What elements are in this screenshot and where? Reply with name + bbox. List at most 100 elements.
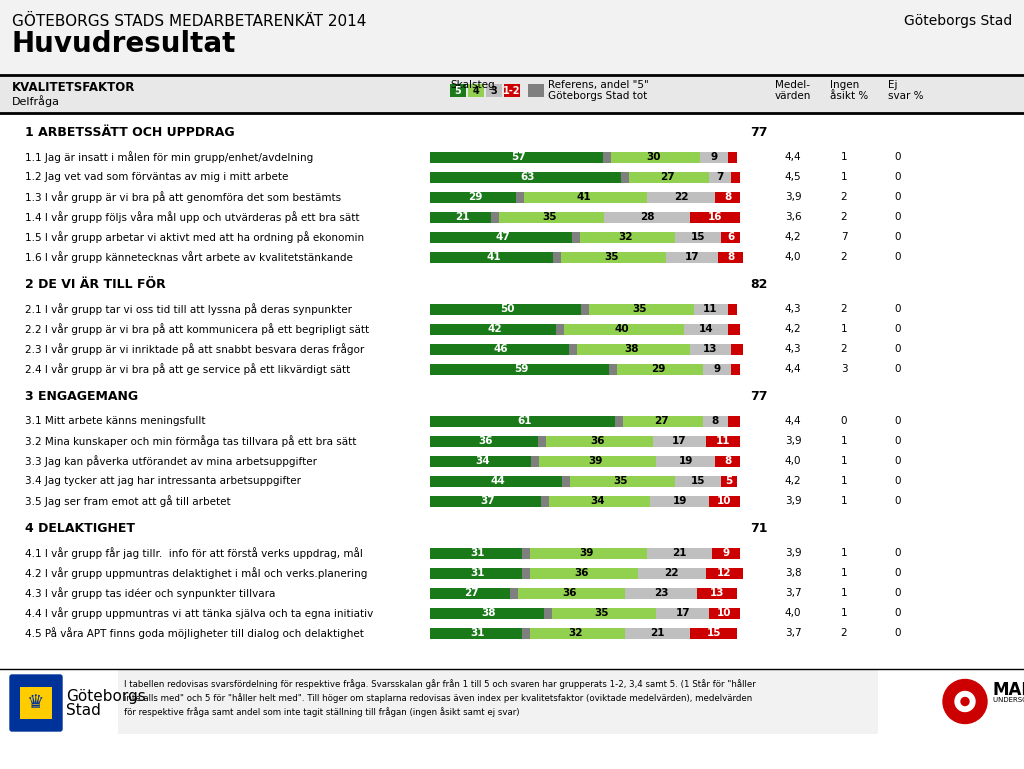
Text: 1: 1 bbox=[841, 496, 847, 506]
FancyBboxPatch shape bbox=[516, 191, 524, 202]
Text: 1: 1 bbox=[841, 324, 847, 334]
FancyBboxPatch shape bbox=[430, 608, 548, 618]
Text: 0: 0 bbox=[895, 476, 901, 486]
Text: 0: 0 bbox=[895, 364, 901, 374]
Text: Göteborgs Stad: Göteborgs Stad bbox=[904, 14, 1012, 28]
Text: 0: 0 bbox=[895, 252, 901, 262]
FancyBboxPatch shape bbox=[504, 84, 520, 97]
Text: 63: 63 bbox=[520, 172, 535, 182]
Text: KVALITETSFAKTOR: KVALITETSFAKTOR bbox=[12, 81, 135, 94]
Text: 4,0: 4,0 bbox=[784, 252, 801, 262]
Text: ♛: ♛ bbox=[28, 694, 45, 713]
Text: Stad: Stad bbox=[66, 703, 101, 718]
Text: 30: 30 bbox=[646, 152, 660, 162]
FancyBboxPatch shape bbox=[702, 364, 731, 375]
Text: 3 ENGAGEMANG: 3 ENGAGEMANG bbox=[25, 390, 138, 402]
FancyBboxPatch shape bbox=[430, 324, 560, 335]
Text: 36: 36 bbox=[562, 588, 577, 598]
FancyBboxPatch shape bbox=[731, 171, 740, 182]
Text: 71: 71 bbox=[750, 521, 768, 534]
Text: 2: 2 bbox=[841, 252, 847, 262]
FancyBboxPatch shape bbox=[702, 415, 728, 427]
Text: 1: 1 bbox=[841, 456, 847, 466]
FancyBboxPatch shape bbox=[430, 231, 575, 242]
FancyBboxPatch shape bbox=[430, 455, 536, 467]
FancyBboxPatch shape bbox=[560, 324, 684, 335]
Text: 50: 50 bbox=[501, 304, 515, 314]
Text: 2: 2 bbox=[841, 192, 847, 202]
Text: 0: 0 bbox=[895, 152, 901, 162]
Text: 0: 0 bbox=[895, 456, 901, 466]
Text: 10: 10 bbox=[717, 496, 732, 506]
FancyBboxPatch shape bbox=[430, 191, 520, 202]
FancyBboxPatch shape bbox=[647, 191, 715, 202]
Text: 4,3: 4,3 bbox=[784, 304, 802, 314]
Text: 1: 1 bbox=[841, 152, 847, 162]
Text: 4.3 I vår grupp tas idéer och synpunkter tillvara: 4.3 I vår grupp tas idéer och synpunkter… bbox=[25, 587, 275, 599]
Text: 4.2 I vår grupp uppmuntras delaktighet i mål och verks.planering: 4.2 I vår grupp uppmuntras delaktighet i… bbox=[25, 567, 368, 579]
Text: Referens, andel "5": Referens, andel "5" bbox=[548, 80, 649, 90]
Text: 32: 32 bbox=[568, 628, 583, 638]
Text: 17: 17 bbox=[676, 608, 690, 618]
FancyBboxPatch shape bbox=[709, 495, 740, 507]
FancyBboxPatch shape bbox=[615, 415, 623, 427]
FancyBboxPatch shape bbox=[20, 687, 52, 719]
FancyBboxPatch shape bbox=[880, 664, 1024, 734]
Text: 6: 6 bbox=[727, 232, 734, 242]
FancyBboxPatch shape bbox=[696, 588, 737, 598]
FancyBboxPatch shape bbox=[585, 304, 693, 315]
Text: 0: 0 bbox=[841, 416, 847, 426]
Text: 8: 8 bbox=[724, 456, 731, 466]
Text: 35: 35 bbox=[613, 476, 628, 486]
Text: 4,0: 4,0 bbox=[784, 608, 801, 618]
FancyBboxPatch shape bbox=[430, 475, 566, 487]
FancyBboxPatch shape bbox=[430, 151, 606, 162]
Text: 36: 36 bbox=[478, 436, 493, 446]
Text: 10: 10 bbox=[717, 608, 732, 618]
Text: 0: 0 bbox=[895, 192, 901, 202]
Text: 32: 32 bbox=[618, 232, 633, 242]
Text: 82: 82 bbox=[750, 278, 767, 291]
FancyBboxPatch shape bbox=[430, 415, 620, 427]
FancyBboxPatch shape bbox=[647, 548, 712, 558]
FancyBboxPatch shape bbox=[728, 415, 740, 427]
Text: MARKÖR: MARKÖR bbox=[993, 681, 1024, 699]
Text: 0: 0 bbox=[895, 628, 901, 638]
Text: 2.1 I vår grupp tar vi oss tid till att lyssna på deras synpunkter: 2.1 I vår grupp tar vi oss tid till att … bbox=[25, 303, 352, 315]
FancyBboxPatch shape bbox=[603, 151, 610, 162]
Text: 0: 0 bbox=[895, 344, 901, 354]
Text: Delfråga: Delfråga bbox=[12, 95, 60, 107]
FancyBboxPatch shape bbox=[693, 304, 728, 315]
Text: 2.2 I vår grupp är vi bra på att kommunicera på ett begripligt sätt: 2.2 I vår grupp är vi bra på att kommuni… bbox=[25, 323, 369, 335]
Text: 77: 77 bbox=[750, 125, 768, 138]
Text: 9: 9 bbox=[710, 152, 717, 162]
Text: 5: 5 bbox=[455, 85, 462, 95]
FancyBboxPatch shape bbox=[536, 455, 656, 467]
FancyBboxPatch shape bbox=[638, 568, 706, 578]
FancyBboxPatch shape bbox=[542, 435, 653, 447]
Text: 0: 0 bbox=[895, 212, 901, 222]
Text: 8: 8 bbox=[712, 416, 719, 426]
Text: 3,7: 3,7 bbox=[784, 588, 802, 598]
Text: 4,3: 4,3 bbox=[784, 344, 802, 354]
Text: 29: 29 bbox=[468, 192, 482, 202]
FancyBboxPatch shape bbox=[715, 455, 740, 467]
Text: 0: 0 bbox=[895, 496, 901, 506]
Text: Ej: Ej bbox=[888, 80, 897, 90]
Text: 14: 14 bbox=[698, 324, 713, 334]
FancyBboxPatch shape bbox=[510, 588, 518, 598]
Text: 22: 22 bbox=[665, 568, 679, 578]
Text: 3,9: 3,9 bbox=[784, 436, 802, 446]
FancyBboxPatch shape bbox=[571, 231, 580, 242]
Text: 59: 59 bbox=[514, 364, 528, 374]
Text: 3,9: 3,9 bbox=[784, 496, 802, 506]
Text: 0: 0 bbox=[895, 568, 901, 578]
Text: 3.2 Mina kunskaper och min förmåga tas tillvara på ett bra sätt: 3.2 Mina kunskaper och min förmåga tas t… bbox=[25, 435, 356, 447]
FancyBboxPatch shape bbox=[0, 0, 1024, 75]
Text: 34: 34 bbox=[590, 496, 605, 506]
FancyBboxPatch shape bbox=[575, 231, 675, 242]
Text: 2: 2 bbox=[841, 304, 847, 314]
Text: 37: 37 bbox=[480, 496, 495, 506]
FancyBboxPatch shape bbox=[622, 171, 630, 182]
FancyBboxPatch shape bbox=[520, 191, 647, 202]
